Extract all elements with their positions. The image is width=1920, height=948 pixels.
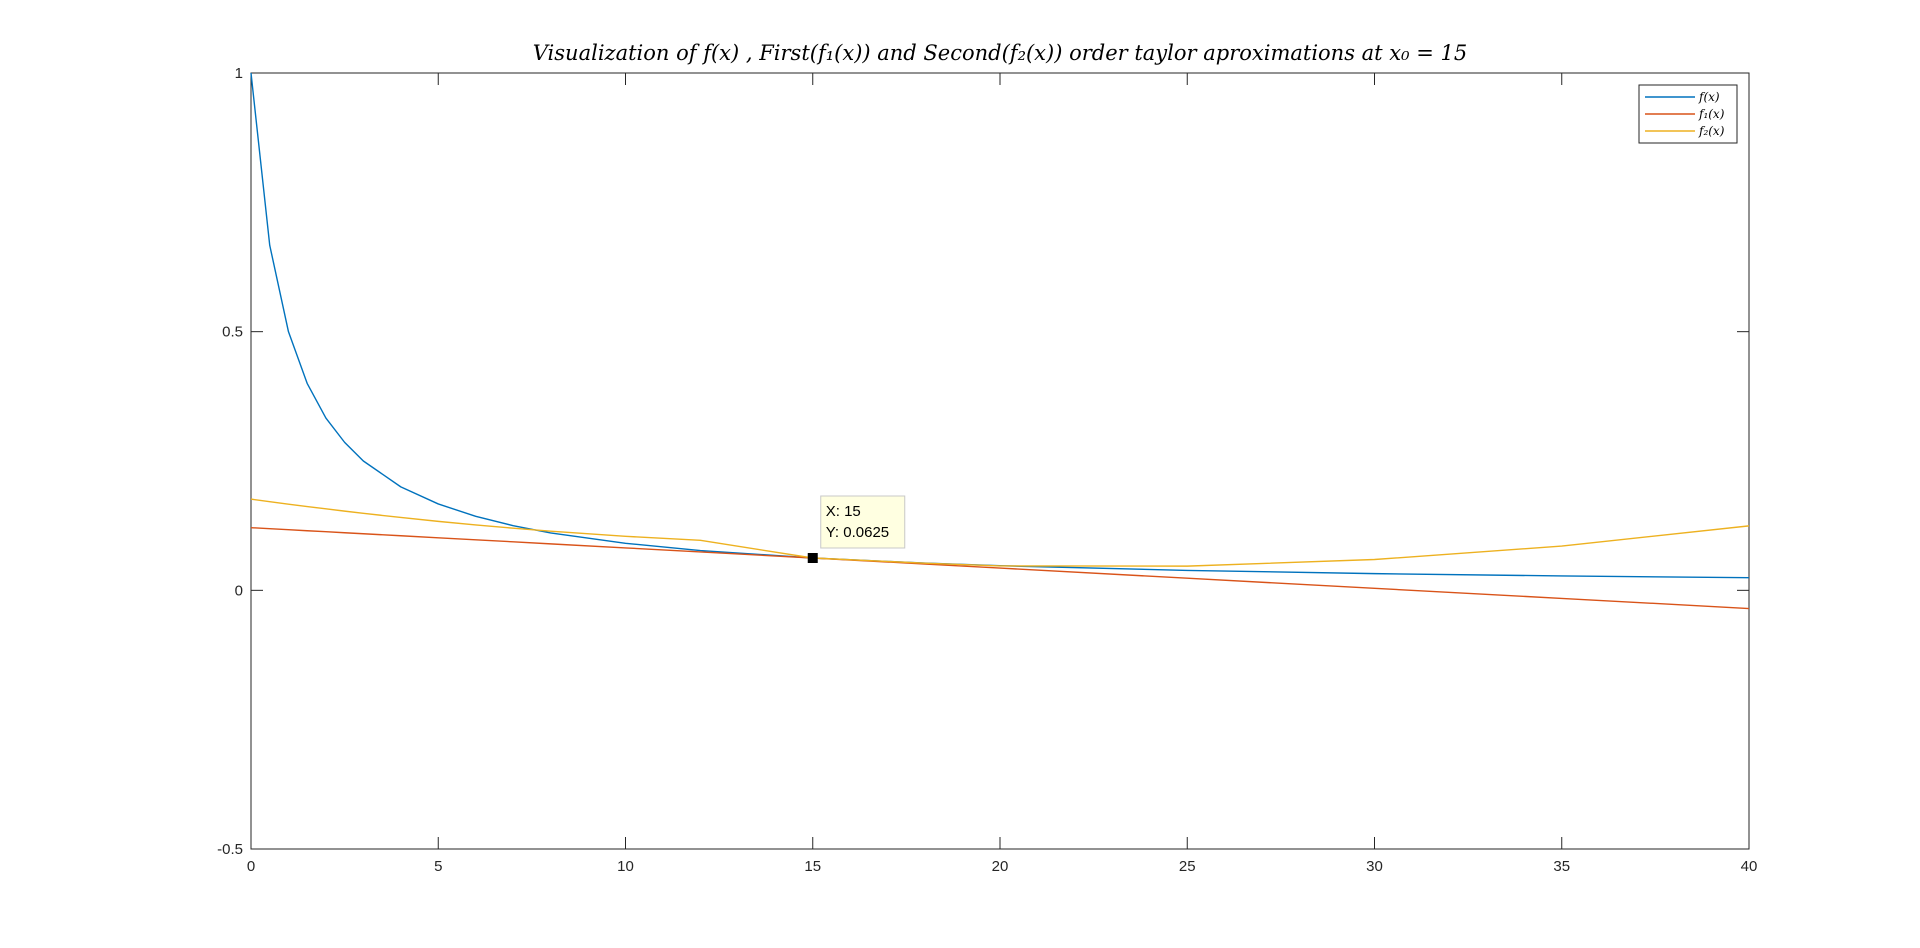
datatip-text: X: 15: [826, 503, 861, 520]
series-line: [250, 498, 1750, 567]
x-tick-label: 25: [1179, 858, 1196, 875]
x-tick-label: 0: [247, 858, 255, 875]
datatip[interactable]: X: 15 Y: 0.0625: [807, 495, 906, 563]
axis-ticks: 0 5 10 15 20 25 30 35 40-0.500.51: [217, 65, 1757, 875]
x-tick-label: 15: [804, 858, 821, 875]
series-layer: [250, 72, 1750, 610]
y-tick-label: 0: [235, 582, 243, 599]
x-tick-label: 5: [434, 858, 442, 875]
series-line: [250, 526, 1750, 610]
datatip-marker[interactable]: [807, 553, 818, 563]
chart-title: Visualization of f(x) , First(f₁(x)) and…: [533, 41, 1467, 65]
x-tick-label: 30: [1366, 858, 1383, 875]
legend[interactable]: f(x) f₁(x) f₂(x): [1638, 84, 1738, 144]
y-tick-label: -0.5: [217, 841, 243, 858]
plot-area: [250, 72, 1750, 850]
y-tick-label: 1: [235, 65, 243, 82]
x-tick-label: 20: [992, 858, 1009, 875]
x-tick-label: 10: [617, 858, 634, 875]
datatip-box: [820, 495, 906, 549]
x-tick-label: 40: [1741, 858, 1758, 875]
y-tick-label: 0.5: [222, 324, 243, 341]
legend-entry-label: f₁(x): [1698, 107, 1725, 121]
legend-entry-label: f(x): [1698, 90, 1720, 104]
series-line: [250, 72, 1750, 579]
x-tick-label: 35: [1553, 858, 1570, 875]
legend-entry-label: f₂(x): [1698, 124, 1725, 138]
datatip-text: Y: 0.0625: [826, 524, 889, 541]
